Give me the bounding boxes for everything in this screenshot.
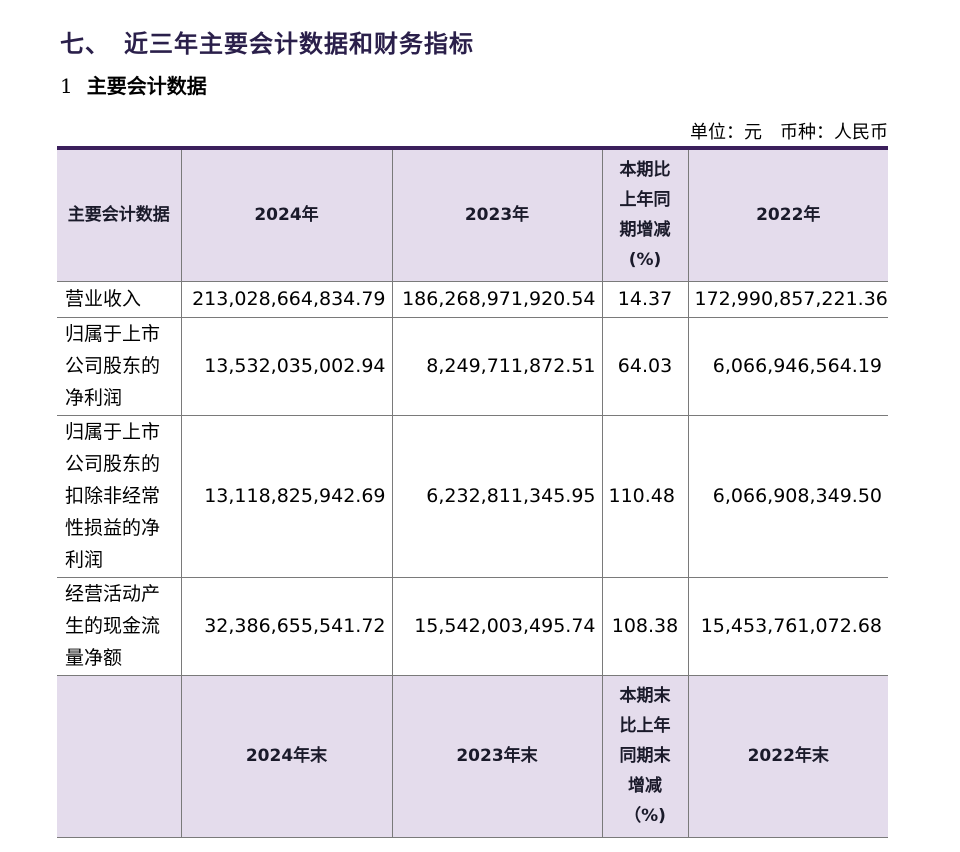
value-change: 110.48	[601, 414, 689, 578]
header-2023: 2023年	[391, 147, 603, 282]
value-2023: 6,232,811,345.95	[391, 414, 603, 578]
header-2022: 2022年	[687, 147, 888, 282]
table-row: 经营活动产生的现金流量净额 32,386,655,541.72 15,542,0…	[57, 576, 888, 676]
value-2022: 6,066,908,349.50	[687, 414, 888, 578]
header2-2023-end: 2023年末	[391, 674, 603, 838]
subsection-number: 1	[60, 74, 73, 98]
row-label: 归属于上市公司股东的扣除非经常性损益的净利润	[57, 414, 182, 578]
row-label: 归属于上市公司股东的净利润	[57, 316, 182, 416]
header2-2024-end: 2024年末	[180, 674, 393, 838]
row-label: 营业收入	[57, 280, 182, 318]
header-2024: 2024年	[180, 147, 393, 282]
table-row: 归属于上市公司股东的净利润 13,532,035,002.94 8,249,71…	[57, 316, 888, 416]
header2-change: 本期末比上年同期末增减（%)	[601, 674, 689, 838]
unit-note: 单位：元 币种：人民币	[690, 118, 888, 144]
currency-label: 币种：人民币	[780, 122, 888, 143]
unit-label: 单位：元	[690, 122, 762, 143]
section-title-text: 近三年主要会计数据和财务指标	[124, 30, 474, 58]
section-number: 七、	[60, 30, 110, 58]
table-row: 营业收入 213,028,664,834.79 186,268,971,920.…	[57, 280, 888, 318]
header2-item	[57, 674, 182, 838]
value-change: 108.38	[601, 576, 689, 676]
header-item: 主要会计数据	[57, 147, 182, 282]
value-2024: 32,386,655,541.72	[180, 576, 393, 676]
value-change: 14.37	[601, 280, 689, 318]
value-2023: 15,542,003,495.74	[391, 576, 603, 676]
row-label: 经营活动产生的现金流量净额	[57, 576, 182, 676]
value-change: 64.03	[601, 316, 689, 416]
section-title: 七、 近三年主要会计数据和财务指标	[60, 24, 474, 59]
value-2023: 186,268,971,920.54	[391, 280, 603, 318]
subsection-title: 1 主要会计数据	[60, 70, 207, 99]
table-header-row: 主要会计数据 2024年 2023年 本期比上年同期增减(%) 2022年	[57, 147, 888, 282]
value-2024: 13,532,035,002.94	[180, 316, 393, 416]
value-2024: 213,028,664,834.79	[180, 280, 393, 318]
subsection-title-text: 主要会计数据	[86, 74, 207, 98]
value-2024: 13,118,825,942.69	[180, 414, 393, 578]
header-change: 本期比上年同期增减(%)	[601, 147, 689, 282]
value-2022: 6,066,946,564.19	[687, 316, 888, 416]
table-row: 归属于上市公司股东的扣除非经常性损益的净利润 13,118,825,942.69…	[57, 414, 888, 578]
accounting-data-table: 主要会计数据 2024年 2023年 本期比上年同期增减(%) 2022年 营业…	[57, 146, 888, 838]
value-2022: 172,990,857,221.36	[687, 280, 888, 318]
table-header-row-2: 2024年末 2023年末 本期末比上年同期末增减（%) 2022年末	[57, 674, 888, 838]
value-2022: 15,453,761,072.68	[687, 576, 888, 676]
header2-2022-end: 2022年末	[687, 674, 888, 838]
value-2023: 8,249,711,872.51	[391, 316, 603, 416]
